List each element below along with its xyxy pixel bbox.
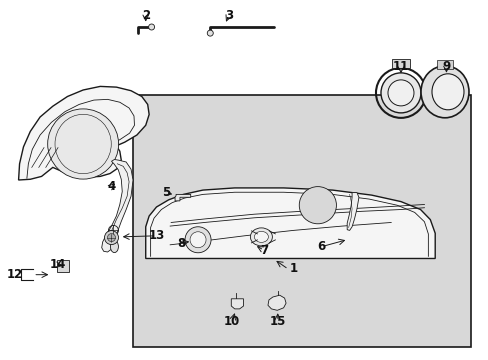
Polygon shape (231, 299, 243, 309)
Circle shape (207, 30, 213, 36)
Text: 10: 10 (224, 315, 240, 328)
Circle shape (184, 227, 211, 253)
Text: 3: 3 (224, 9, 232, 22)
Text: 7: 7 (260, 244, 267, 257)
Ellipse shape (254, 231, 268, 242)
Text: 5: 5 (162, 186, 170, 199)
Polygon shape (346, 193, 358, 230)
Circle shape (387, 80, 413, 106)
Text: 15: 15 (269, 315, 285, 328)
Text: 14: 14 (49, 258, 66, 271)
Circle shape (148, 24, 154, 30)
Polygon shape (145, 188, 434, 258)
Text: 9: 9 (442, 60, 449, 73)
Bar (133, 95, 470, 347)
Polygon shape (19, 86, 149, 180)
Ellipse shape (48, 109, 119, 179)
Ellipse shape (110, 240, 118, 253)
FancyBboxPatch shape (391, 59, 409, 68)
Circle shape (104, 231, 118, 244)
Polygon shape (102, 159, 133, 252)
Ellipse shape (431, 74, 463, 110)
Polygon shape (267, 295, 285, 310)
Text: 13: 13 (148, 229, 164, 242)
Text: 8: 8 (177, 237, 184, 249)
Ellipse shape (420, 66, 468, 118)
FancyBboxPatch shape (57, 260, 68, 272)
Circle shape (380, 73, 420, 113)
Text: 4: 4 (107, 180, 115, 193)
Text: 6: 6 (317, 240, 325, 253)
Text: 1: 1 (289, 262, 297, 275)
Text: 2: 2 (142, 9, 149, 22)
Polygon shape (175, 194, 190, 201)
Circle shape (190, 232, 205, 248)
Ellipse shape (250, 228, 272, 246)
Text: 12: 12 (6, 268, 23, 281)
FancyBboxPatch shape (436, 60, 452, 69)
Text: 11: 11 (392, 60, 408, 73)
Circle shape (299, 186, 336, 224)
Circle shape (107, 234, 115, 242)
